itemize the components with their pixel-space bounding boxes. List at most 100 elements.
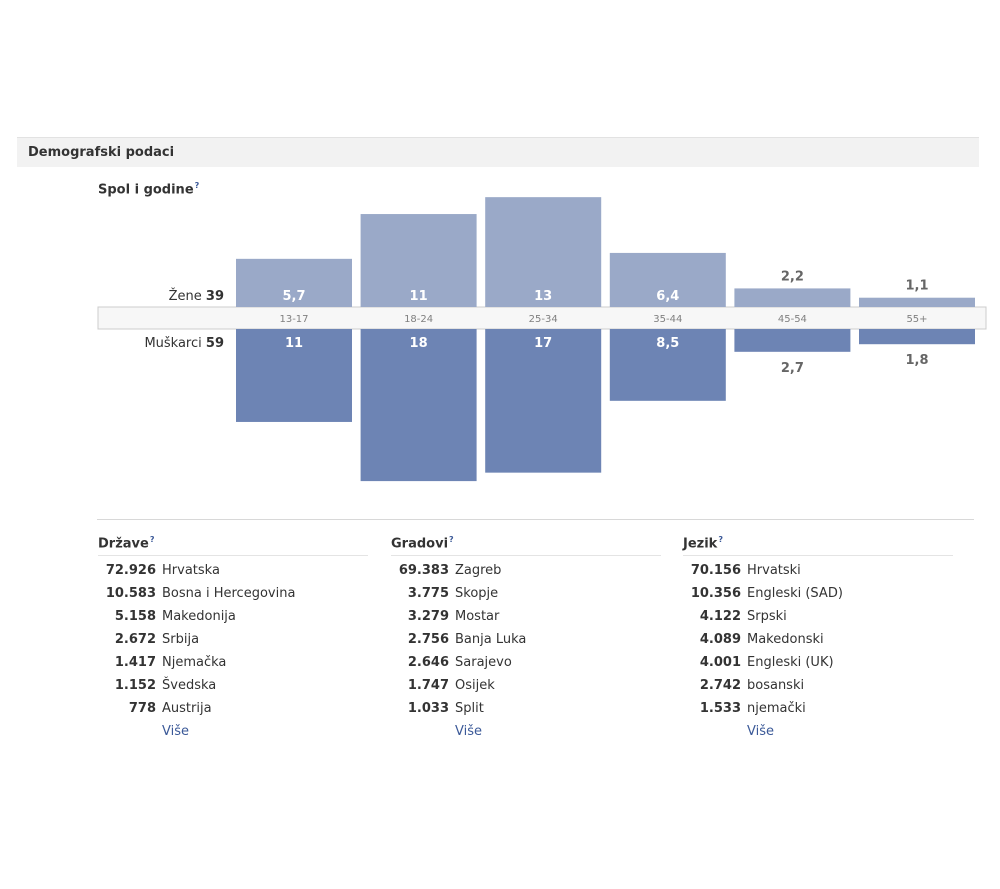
list-item: 2.646 Sarajevo (391, 655, 661, 678)
tick-label-18-24: 18-24 (404, 314, 433, 325)
list-item: 70.156 Hrvatski (683, 563, 953, 586)
languages-column: Jezik? 70.156 Hrvatski 10.356 Engleski (SA… (683, 535, 953, 739)
bar-women-45-54[interactable] (734, 288, 851, 307)
count: 1.033 (407, 701, 449, 716)
count: 5.158 (114, 609, 156, 624)
label: Skopje (455, 586, 499, 601)
women-axis-label: Žene 39 (169, 288, 224, 304)
label: Švedska (162, 678, 217, 693)
list-item: 1.417 Njemačka (98, 655, 368, 678)
cities-title: Gradovi? (391, 535, 661, 556)
label: Hrvatski (747, 563, 801, 578)
data-label-men-13-17: 11 (285, 336, 303, 351)
count: 10.583 (105, 586, 156, 601)
list-item: 1.747 Osijek (391, 678, 661, 701)
count: 3.775 (407, 586, 449, 601)
list-item: 2.672 Srbija (98, 632, 368, 655)
count: 2.646 (407, 655, 449, 670)
cities-more-link[interactable]: Više (455, 724, 482, 739)
data-label-women-13-17: 5,7 (282, 289, 305, 304)
section-title: Demografski podaci (28, 145, 175, 160)
languages-more-link[interactable]: Više (747, 724, 774, 739)
data-label-men-18-24: 18 (410, 336, 428, 351)
men-axis-label: Muškarci 59 (144, 336, 224, 351)
tick-label-35-44: 35-44 (653, 314, 682, 325)
list-item: 4.089 Makedonski (683, 632, 953, 655)
bar-men-25-34[interactable] (485, 329, 602, 473)
list-item: 2.742 bosanski (683, 678, 953, 701)
count: 2.742 (699, 678, 741, 693)
data-label-women-55+: 1,1 (905, 279, 928, 294)
count: 2.756 (407, 632, 449, 647)
count: 4.089 (699, 632, 741, 647)
tick-label-45-54: 45-54 (778, 314, 807, 325)
data-label-women-25-34: 13 (534, 289, 552, 304)
cities-title-text: Gradovi (391, 536, 449, 552)
count: 72.926 (105, 563, 156, 578)
help-icon[interactable]: ? (449, 535, 454, 544)
list-item: 10.583 Bosna i Hercegovina (98, 586, 368, 609)
bar-women-25-34[interactable] (485, 197, 602, 307)
count: 1.417 (114, 655, 156, 670)
label: Bosna i Hercegovina (162, 586, 296, 601)
list-item: 5.158 Makedonija (98, 609, 368, 632)
countries-column: Države? 72.926 Hrvatska 10.583 Bosna i Her… (98, 535, 368, 739)
help-icon[interactable]: ? (718, 535, 723, 544)
bar-women-35-44[interactable] (609, 252, 726, 307)
countries-title: Države? (98, 535, 368, 556)
data-label-women-35-44: 6,4 (656, 289, 679, 304)
count: 10.356 (690, 586, 741, 601)
bar-men-45-54[interactable] (734, 329, 851, 352)
label: Austrija (162, 701, 212, 716)
bar-men-13-17[interactable] (236, 329, 352, 422)
count: 70.156 (690, 563, 741, 578)
countries-more-link[interactable]: Više (162, 724, 189, 739)
count: 4.122 (699, 609, 741, 624)
count: 2.672 (114, 632, 156, 647)
count: 3.279 (407, 609, 449, 624)
tick-label-25-34: 25-34 (529, 314, 558, 325)
list-item: 4.001 Engleski (UK) (683, 655, 953, 678)
label: Njemačka (162, 655, 227, 670)
count: 1.152 (114, 678, 156, 693)
bar-women-55+[interactable] (859, 297, 975, 307)
label: Banja Luka (455, 632, 527, 647)
help-icon[interactable]: ? (149, 535, 155, 544)
men-total: 59 (206, 336, 224, 351)
count: 1.747 (407, 678, 449, 693)
bar-men-35-44[interactable] (609, 329, 726, 401)
label: Makedonski (747, 632, 824, 647)
label: Hrvatska (162, 563, 220, 578)
label: Split (455, 701, 484, 716)
label: bosanski (747, 678, 805, 693)
count: 1.533 (699, 701, 741, 716)
bar-women-13-17[interactable] (236, 258, 352, 307)
data-label-men-25-34: 17 (534, 336, 552, 351)
bar-women-18-24[interactable] (360, 214, 477, 307)
data-label-women-18-24: 11 (410, 289, 428, 304)
women-total: 39 (206, 289, 224, 304)
countries-title-text: Države (98, 536, 149, 552)
divider (97, 519, 974, 520)
women-label: Žene (169, 288, 202, 304)
list-item: 3.775 Skopje (391, 586, 661, 609)
section-header: Demografski podaci (17, 137, 979, 167)
list-item: 10.356 Engleski (SAD) (683, 586, 953, 609)
men-label: Muškarci (144, 336, 201, 351)
count: 778 (128, 701, 156, 716)
languages-title-text: Jezik (683, 536, 718, 552)
count: 4.001 (699, 655, 741, 670)
help-icon[interactable]: ? (194, 181, 200, 190)
bar-men-18-24[interactable] (360, 329, 477, 482)
label: Sarajevo (455, 655, 512, 670)
list-item: 4.122 Srpski (683, 609, 953, 632)
bar-men-55+[interactable] (859, 329, 975, 345)
list-item: 1.533 njemački (683, 701, 953, 724)
bars-group: 5,7 11 11 18 13 17 6,4 8,5 2,2 2,7 1,1 1,8 (236, 197, 975, 482)
data-label-men-35-44: 8,5 (656, 336, 679, 351)
list-item: 1.033 Split (391, 701, 661, 724)
gender-age-title: Spol i godine? (98, 181, 199, 197)
list-item: 72.926 Hrvatska (98, 563, 368, 586)
gender-age-title-text: Spol i godine (98, 182, 194, 198)
